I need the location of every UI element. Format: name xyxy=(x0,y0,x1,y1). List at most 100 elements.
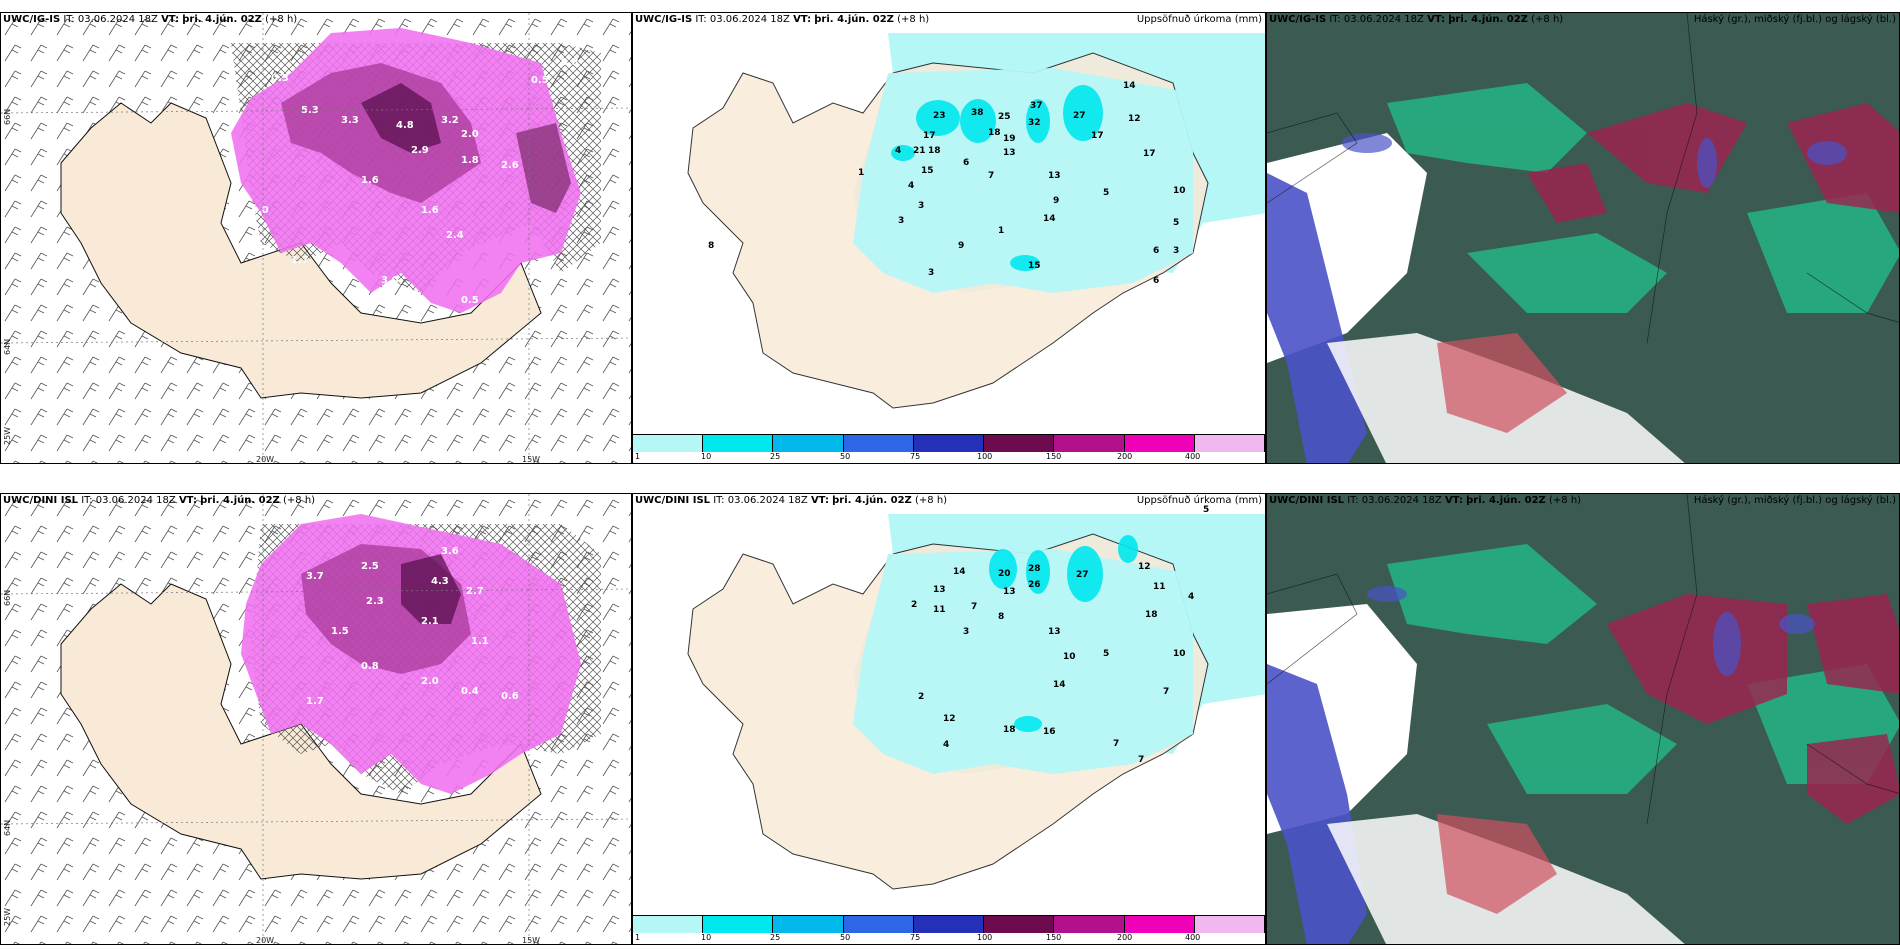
valid-label: VT: xyxy=(793,14,812,25)
svg-text:17: 17 xyxy=(923,131,936,141)
svg-text:6: 6 xyxy=(1153,276,1159,286)
legend-colorbar xyxy=(633,915,1265,933)
legend-tick: 100 xyxy=(977,933,993,942)
svg-text:3: 3 xyxy=(1173,246,1179,256)
svg-text:1.8: 1.8 xyxy=(461,155,479,166)
legend-tick: 200 xyxy=(1117,933,1133,942)
legend-swatch xyxy=(633,435,704,452)
legend-swatch xyxy=(633,916,704,933)
svg-text:3.0: 3.0 xyxy=(381,275,399,286)
legend-swatch xyxy=(913,435,985,452)
legend-tick: 75 xyxy=(910,933,921,942)
model-name: UWC/DINI ISL xyxy=(635,495,711,506)
svg-text:0.5: 0.5 xyxy=(351,506,369,517)
svg-text:3: 3 xyxy=(963,627,969,637)
panel-header: UWC/DINI ISL IT: 03.06.2024 18Z VT: þri.… xyxy=(3,494,315,508)
legend-tick: 10 xyxy=(701,452,712,461)
init-time: 03.06.2024 18Z xyxy=(1343,14,1424,25)
svg-text:0.6: 0.6 xyxy=(501,691,519,702)
valid-label: VT: xyxy=(161,14,180,25)
svg-text:1.1: 1.1 xyxy=(471,636,489,647)
init-label: IT: xyxy=(81,495,93,506)
svg-text:27: 27 xyxy=(1073,111,1086,121)
svg-text:5: 5 xyxy=(1203,505,1209,515)
svg-text:2.1: 2.1 xyxy=(421,616,439,627)
valid-time: þri. 4.jún. 02Z xyxy=(832,495,912,506)
svg-text:4: 4 xyxy=(895,146,901,156)
svg-text:11: 11 xyxy=(1153,582,1166,592)
svg-text:0.4: 0.4 xyxy=(461,686,479,697)
legend-tick: 100 xyxy=(977,452,993,461)
valid-label: VT: xyxy=(810,495,829,506)
legend-swatch xyxy=(913,916,985,933)
svg-text:4: 4 xyxy=(908,181,914,191)
legend-tick: 75 xyxy=(910,452,921,461)
svg-text:7: 7 xyxy=(1163,687,1169,697)
graticule xyxy=(1,13,631,463)
legend-swatch xyxy=(984,916,1055,933)
legend-tick: 50 xyxy=(840,933,851,942)
svg-text:7: 7 xyxy=(1113,739,1119,749)
svg-text:2.4: 2.4 xyxy=(446,230,464,241)
legend-tick: 1 xyxy=(635,452,641,461)
svg-text:10: 10 xyxy=(1173,186,1186,196)
svg-text:13: 13 xyxy=(1003,587,1016,597)
svg-text:37: 37 xyxy=(1030,101,1043,111)
init-time: 03.06.2024 18Z xyxy=(77,14,158,25)
lon20-label: 20W xyxy=(256,936,275,945)
cloud-title: Háský (gr.), miðský (fj.bl.) og lágský (… xyxy=(1693,14,1896,25)
legend-tick: 25 xyxy=(770,452,781,461)
svg-text:38: 38 xyxy=(971,108,984,118)
model-name: UWC/DINI ISL xyxy=(1269,495,1345,506)
svg-text:4.8: 4.8 xyxy=(396,120,414,131)
lead-time: (+8 h) xyxy=(915,495,948,506)
init-label: IT: xyxy=(713,495,725,506)
svg-text:3: 3 xyxy=(918,201,924,211)
svg-text:0.5: 0.5 xyxy=(461,295,479,306)
legend-tick: 400 xyxy=(1185,933,1201,942)
panel-header: UWC/DINI ISL IT: 03.06.2024 18Z VT: þri.… xyxy=(635,494,947,508)
svg-text:0.3: 0.3 xyxy=(561,57,579,68)
svg-text:9: 9 xyxy=(1053,196,1059,206)
svg-text:5: 5 xyxy=(1173,218,1179,228)
svg-text:16: 16 xyxy=(1043,727,1056,737)
init-time: 03.06.2024 18Z xyxy=(95,495,176,506)
legend-swatch xyxy=(703,435,774,452)
svg-text:2.0: 2.0 xyxy=(461,129,479,140)
svg-text:12: 12 xyxy=(943,714,956,724)
legend-tick: 150 xyxy=(1046,933,1062,942)
svg-text:15: 15 xyxy=(921,166,934,176)
svg-text:7: 7 xyxy=(988,171,994,181)
svg-text:14: 14 xyxy=(953,567,966,577)
svg-text:4.3: 4.3 xyxy=(431,576,449,587)
svg-text:8: 8 xyxy=(708,241,714,251)
svg-text:7: 7 xyxy=(1138,755,1144,765)
legend-swatch xyxy=(703,916,774,933)
svg-text:13: 13 xyxy=(1048,627,1061,637)
svg-text:0.8: 0.8 xyxy=(361,661,379,672)
legend-tick: 1 xyxy=(635,933,641,942)
legend-swatch xyxy=(984,435,1055,452)
precip-title: Uppsöfnuð úrkoma (mm) xyxy=(1136,14,1262,25)
lat66-label: 66N xyxy=(3,108,12,125)
svg-text:2.3: 2.3 xyxy=(366,596,384,607)
svg-text:2: 2 xyxy=(911,600,917,610)
valid-label: VT: xyxy=(178,495,197,506)
panel-header: UWC/IG-IS IT: 03.06.2024 18Z VT: þri. 4.… xyxy=(1269,13,1563,27)
svg-text:21: 21 xyxy=(913,146,926,156)
legend-tick: 25 xyxy=(770,933,781,942)
legend-tick: 50 xyxy=(840,452,851,461)
svg-text:11: 11 xyxy=(933,605,946,615)
lat64-label: 64N xyxy=(3,338,12,355)
lead-time: (+8 h) xyxy=(283,495,316,506)
svg-text:2.5: 2.5 xyxy=(361,561,379,572)
svg-text:1.7: 1.7 xyxy=(291,255,309,266)
svg-text:28: 28 xyxy=(1028,564,1041,574)
svg-text:26: 26 xyxy=(1028,580,1041,590)
init-time: 03.06.2024 18Z xyxy=(709,14,790,25)
init-label: IT: xyxy=(1347,495,1359,506)
svg-text:18: 18 xyxy=(988,128,1001,138)
svg-text:3.6: 3.6 xyxy=(441,546,459,557)
valid-time: þri. 4.jún. 02Z xyxy=(1466,495,1546,506)
